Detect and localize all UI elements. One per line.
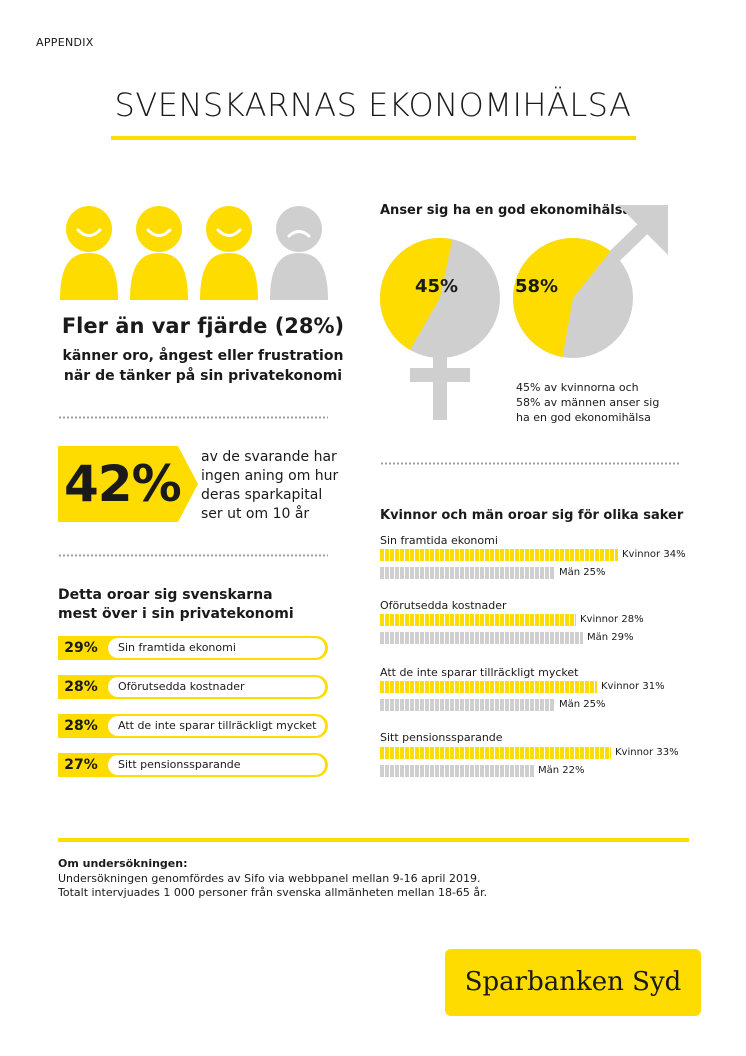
- bar-men-label: Män 22%: [538, 765, 585, 776]
- worry-subtext-line: när de tänker på sin privatekonomi: [63, 368, 343, 384]
- pie-women-label: 45%: [415, 276, 458, 297]
- survey-text-line: Totalt intervjuades 1 000 personer från …: [58, 886, 488, 899]
- savings-text-line: deras sparkapital: [201, 487, 323, 503]
- happy-person-icon: [60, 206, 118, 300]
- bar-men-label: Män 29%: [587, 632, 634, 643]
- bar-women-label: Kvinnor 33%: [615, 747, 679, 758]
- savings-text-line: av de svarande har: [201, 449, 337, 465]
- bar-men: [380, 632, 583, 644]
- worry-item: 28% Oförutsedda kostnader: [58, 675, 328, 699]
- health-heading: Anser sig ha en god ekonomihälsa: [380, 203, 632, 218]
- bar-category-label: Att de inte sparar tillräckligt mycket: [380, 666, 579, 679]
- pie-men-label: 58%: [515, 276, 558, 297]
- worry-item-label: Sin framtida ekonomi: [118, 641, 236, 654]
- worry-item-percent: 28%: [64, 679, 98, 695]
- worry-item-pill: [108, 716, 325, 736]
- worry-item-label: Oförutsedda kostnader: [118, 680, 245, 693]
- bar-men: [380, 765, 534, 777]
- bar-category-label: Sin framtida ekonomi: [380, 534, 498, 547]
- dotted-divider: [58, 416, 328, 419]
- logo-background: [445, 949, 701, 1016]
- worry-item-pill: [108, 638, 325, 658]
- savings-text-line: ingen aning om hur: [201, 468, 339, 484]
- pie-men-slice: [513, 238, 611, 358]
- survey-text-line: Undersökningen genomfördes av Sifo via w…: [58, 872, 481, 885]
- savings-text-line: ser ut om 10 år: [201, 506, 310, 522]
- bar-men: [380, 699, 555, 711]
- people-figures: [60, 206, 328, 300]
- worries-heading: Detta oroar sig svenskarna mest över i s…: [58, 586, 294, 624]
- bar-women: [380, 549, 618, 561]
- worry-item-percent: 27%: [64, 757, 98, 773]
- health-note: 45% av kvinnorna och 58% av männen anser…: [516, 380, 686, 425]
- bar-category-label: Oförutsedda kostnader: [380, 599, 507, 612]
- worry-item: 27% Sitt pensionssparande: [58, 753, 328, 777]
- dotted-divider: [380, 462, 680, 465]
- worry-subtext-line: känner oro, ångest eller frustration: [62, 348, 344, 364]
- survey-heading: Om undersökningen:: [58, 857, 188, 870]
- pie-women-slice: [380, 238, 453, 350]
- survey-text: Undersökningen genomfördes av Sifo via w…: [58, 872, 487, 900]
- bar-women-label: Kvinnor 28%: [580, 614, 644, 625]
- gender-worries-heading: Kvinnor och män oroar sig för olika sake…: [380, 508, 684, 523]
- sad-person-icon: [270, 206, 328, 300]
- bar-women: [380, 614, 576, 626]
- worry-subtext: känner oro, ångest eller frustration när…: [58, 346, 348, 386]
- appendix-label: APPENDIX: [36, 36, 94, 49]
- female-symbol-icon: [410, 345, 470, 420]
- bar-women: [380, 681, 597, 693]
- worry-headline: Fler än var fjärde (28%): [61, 314, 345, 338]
- health-note-line: 45% av kvinnorna och: [516, 381, 639, 394]
- bar-men-label: Män 25%: [559, 699, 606, 710]
- worry-item: 28% Att de inte sparar tillräckligt myck…: [58, 714, 328, 738]
- percent-badge-value: 42%: [64, 455, 182, 513]
- bar-category-label: Sitt pensionssparande: [380, 731, 503, 744]
- health-note-line: ha en god ekonomihälsa: [516, 411, 651, 424]
- happy-person-icon: [200, 206, 258, 300]
- bar-men: [380, 567, 555, 579]
- gender-pies: 45% 58%: [380, 205, 668, 420]
- worry-item-percent: 28%: [64, 718, 98, 734]
- worry-item-pill: [108, 755, 325, 775]
- happy-person-icon: [130, 206, 188, 300]
- worries-heading-line: mest över i sin privatekonomi: [58, 606, 294, 622]
- worry-item-label: Att de inte sparar tillräckligt mycket: [118, 719, 317, 732]
- savings-text: av de svarande har ingen aning om hur de…: [201, 448, 341, 524]
- health-note-line: 58% av männen anser sig: [516, 396, 660, 409]
- bar-men-label: Män 25%: [559, 567, 606, 578]
- page-title: SVENSKARNAS EKONOMIHÄLSA: [114, 86, 632, 124]
- bar-women-label: Kvinnor 31%: [601, 681, 665, 692]
- worry-item: 29% Sin framtida ekonomi: [58, 636, 328, 660]
- bar-women-label: Kvinnor 34%: [622, 549, 686, 560]
- bar-women: [380, 747, 611, 759]
- footer-rule: [58, 838, 689, 842]
- percent-badge: [58, 446, 198, 522]
- worry-item-label: Sitt pensionssparande: [118, 758, 241, 771]
- worries-heading-line: Detta oroar sig svenskarna: [58, 587, 273, 603]
- worry-item-pill: [108, 677, 325, 697]
- dotted-divider: [58, 554, 328, 557]
- worry-item-percent: 29%: [64, 640, 98, 656]
- title-underline: [111, 136, 636, 140]
- sparbanken-logo: Sparbanken Syd: [464, 967, 682, 997]
